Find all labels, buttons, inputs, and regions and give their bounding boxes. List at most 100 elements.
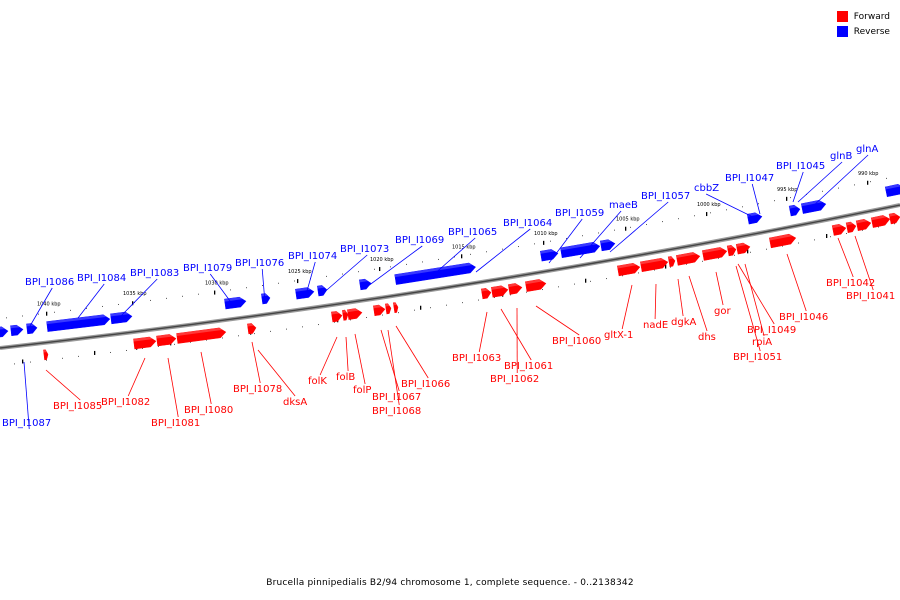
minor-tick-lower	[382, 314, 383, 316]
gene-label-bpi-i1074: BPI_I1074	[288, 251, 337, 262]
minor-tick-upper	[870, 181, 871, 183]
gene-arrow-highlight	[359, 279, 368, 283]
gene-arrow-body	[384, 303, 392, 315]
gene-label-bpi-i1087: BPI_I1087	[2, 418, 51, 429]
minor-tick-lower	[414, 309, 415, 311]
gene-arrow-body	[0, 326, 9, 338]
minor-tick-upper	[742, 206, 743, 208]
forward-gene-arrow	[675, 252, 701, 266]
leader-bpi-i1084	[77, 283, 105, 319]
gene-label-cbbz: cbbZ	[694, 183, 719, 194]
gene-arrow-highlight	[385, 303, 390, 307]
gene-arrow-highlight	[394, 263, 473, 278]
minor-tick-upper	[710, 212, 711, 214]
reverse-gene-arrow	[261, 293, 271, 305]
major-tick	[543, 240, 545, 245]
gene-label-folb: folB	[336, 372, 355, 383]
minor-tick-lower	[654, 269, 655, 271]
gene-label-bpi-i1046: BPI_I1046	[779, 312, 828, 323]
gene-arrow-body	[507, 283, 523, 295]
forward-gene-arrow	[491, 285, 509, 298]
gene-arrow-body	[26, 323, 38, 335]
gene-arrow-body	[870, 215, 891, 228]
leader-folk	[319, 336, 338, 376]
gene-arrow-highlight	[676, 252, 697, 258]
leader-bpi-i1065	[431, 237, 476, 277]
leader-bpi-i1079	[209, 273, 234, 306]
minor-tick-upper	[774, 200, 775, 202]
gene-label-dhs: dhs	[698, 332, 716, 343]
leader-bpi-i1047	[751, 183, 761, 215]
leader-dksa	[257, 349, 296, 397]
minor-tick-lower	[238, 335, 239, 337]
minor-tick-lower	[638, 272, 639, 274]
minor-tick-lower	[190, 341, 191, 343]
gene-arrow-highlight	[46, 314, 107, 325]
scale-tick-label: 1005 kbp	[616, 217, 640, 223]
gene-label-bpi-i1063: BPI_I1063	[452, 353, 501, 364]
forward-gene-arrow	[156, 334, 177, 347]
forward-gene-arrow	[373, 304, 386, 317]
gene-label-glna: glnA	[856, 144, 878, 155]
scale-tick-label: 1015 kbp	[452, 244, 476, 250]
minor-tick-lower	[846, 233, 847, 235]
leader-bpi-i1063	[478, 311, 488, 353]
forward-gene-arrow	[855, 219, 872, 231]
minor-tick-lower	[142, 347, 143, 349]
gene-arrow-highlight	[156, 334, 173, 339]
minor-tick-upper	[726, 209, 727, 211]
gene-arrow-body	[373, 304, 386, 317]
reverse-gene-arrow	[539, 249, 559, 262]
gene-label-bpi-i1042: BPI_I1042	[826, 278, 875, 289]
reverse-gene-arrow	[317, 285, 328, 297]
leader-glnb	[797, 161, 843, 203]
minor-tick-lower	[622, 275, 623, 277]
gene-label-bpi-i1062: BPI_I1062	[490, 374, 539, 385]
major-tick	[706, 212, 708, 217]
major-tick-lower	[826, 234, 828, 239]
major-tick	[214, 290, 216, 295]
gene-arrow-body	[539, 249, 559, 262]
gene-arrow-body	[726, 245, 737, 257]
gene-arrow-body	[800, 200, 827, 214]
minor-tick-lower	[718, 257, 719, 259]
gene-arrow-highlight	[133, 336, 153, 342]
leader-bpi-i1080	[200, 351, 212, 405]
forward-gene-arrow	[617, 262, 641, 277]
gene-label-bpi-i1049: BPI_I1049	[747, 325, 796, 336]
leader-cbbz	[705, 193, 756, 219]
minor-tick-lower	[670, 266, 671, 268]
minor-tick-upper	[86, 307, 87, 309]
forward-gene-arrow	[640, 257, 669, 273]
major-tick-lower	[94, 350, 96, 355]
gene-arrow-highlight	[525, 279, 543, 285]
forward-gene-arrow	[176, 327, 227, 344]
gene-label-bpi-i1082: BPI_I1082	[101, 397, 150, 408]
gene-arrow-highlight	[540, 249, 555, 254]
leader-bpi-i1068	[387, 329, 400, 406]
minor-tick-lower	[750, 251, 751, 253]
major-tick	[867, 180, 869, 185]
gene-arrow-highlight	[889, 213, 897, 217]
minor-tick-upper	[406, 263, 407, 265]
minor-tick-lower	[126, 349, 127, 351]
minor-tick-lower	[478, 299, 479, 301]
gene-label-bpi-i1080: BPI_I1080	[184, 405, 233, 416]
minor-tick-lower	[558, 286, 559, 288]
forward-gene-arrow	[525, 279, 547, 292]
reverse-gene-arrow	[788, 204, 801, 217]
major-tick	[46, 311, 48, 316]
leader-bpi-i1042	[837, 237, 854, 278]
leader-bpi-i1076	[261, 268, 266, 304]
minor-tick-lower	[702, 260, 703, 262]
minor-tick-lower	[798, 242, 799, 244]
gene-arrow-body	[176, 327, 227, 344]
leader-glna	[811, 154, 869, 208]
gene-arrow-body	[317, 285, 328, 297]
minor-tick-lower	[334, 321, 335, 323]
minor-tick-upper	[550, 240, 551, 242]
gene-label-bpi-i1078: BPI_I1078	[233, 384, 282, 395]
scale-tick-label: 1035 kbp	[123, 291, 147, 297]
minor-tick-lower	[894, 223, 895, 225]
gene-arrow-highlight	[846, 221, 854, 226]
